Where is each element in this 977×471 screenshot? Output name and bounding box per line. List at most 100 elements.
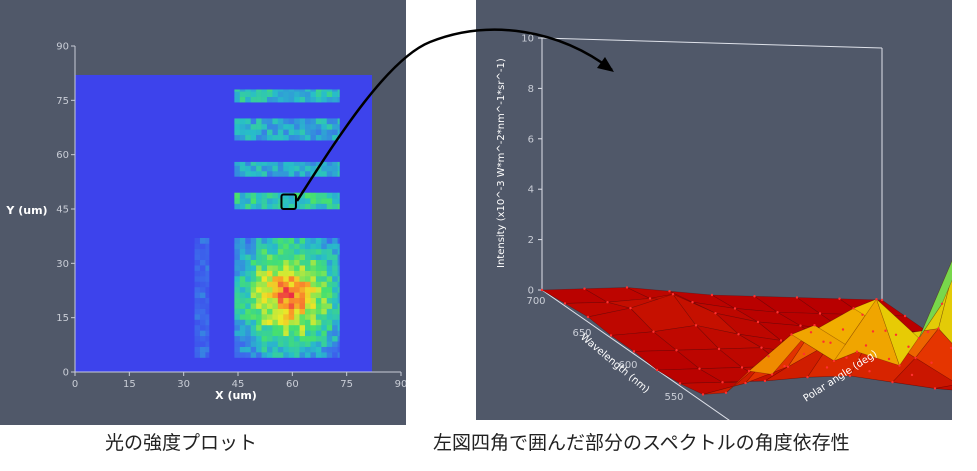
heatmap-cell — [283, 352, 290, 358]
heatmap-cell — [305, 192, 311, 199]
heatmap-cell — [277, 281, 284, 288]
heatmap-cell — [205, 254, 210, 261]
heatmap-cell — [261, 314, 268, 320]
heatmap-cell — [245, 319, 251, 326]
heatmap-cell — [337, 96, 340, 103]
heatmap-cell — [256, 324, 262, 331]
heatmap-cell — [283, 198, 290, 204]
heatmap-cell — [234, 165, 241, 172]
heatmap-cell — [266, 129, 273, 136]
data-point — [733, 307, 737, 310]
heatmap-cell — [321, 203, 328, 210]
data-point — [894, 333, 898, 336]
data-point — [724, 391, 728, 394]
heatmap-cell — [315, 118, 322, 125]
heatmap-cell — [277, 297, 284, 304]
heatmap-cell — [326, 276, 333, 282]
heatmap-cell — [326, 330, 333, 337]
x-tick-label: 30 — [177, 379, 190, 390]
data-point — [813, 324, 816, 327]
data-point — [949, 346, 952, 350]
data-point — [855, 350, 859, 353]
heatmap-cell — [199, 276, 206, 282]
heatmap-cell — [283, 91, 290, 98]
heatmap-cell — [326, 314, 333, 320]
heatmap-cell — [332, 198, 338, 204]
heatmap-cell — [288, 161, 295, 166]
surface-facet — [934, 385, 952, 391]
heatmap-cell — [205, 270, 210, 277]
heatmap-cell — [305, 96, 311, 103]
heatmap-cell — [266, 118, 273, 125]
data-point — [940, 302, 944, 305]
heatmap-cell — [245, 123, 251, 130]
heatmap-cell — [261, 352, 268, 358]
heatmap-cell — [321, 270, 328, 277]
heatmap-cell — [266, 248, 273, 255]
heatmap-cell — [294, 118, 300, 125]
heatmap-cell — [245, 170, 251, 177]
data-point — [802, 352, 806, 356]
heatmap-cell — [266, 292, 273, 299]
heatmap-cell — [266, 243, 273, 250]
heatmap-cell — [283, 165, 290, 172]
heatmap-cell — [315, 203, 322, 210]
heatmap-cell — [326, 308, 333, 315]
heatmap-cell — [337, 165, 340, 172]
heatmap-cell — [321, 243, 328, 250]
heatmap-cell — [310, 319, 317, 326]
heatmap-cell — [283, 254, 290, 261]
heatmap-cell — [256, 270, 262, 277]
x-tick-label: 90 — [395, 379, 406, 390]
heatmap-cell — [266, 170, 273, 177]
heatmap-cell — [245, 324, 251, 331]
heatmap-cell — [234, 198, 241, 204]
data-point — [668, 290, 671, 293]
heatmap-cell — [256, 161, 262, 166]
heatmap-cell — [272, 335, 279, 342]
heatmap-cell — [194, 265, 201, 271]
heatmap-cell — [332, 319, 338, 326]
heatmap-cell — [332, 248, 338, 255]
heatmap-cell — [277, 352, 284, 358]
heatmap-cell — [199, 352, 206, 358]
heatmap-cell — [299, 330, 306, 337]
surface-facet — [918, 260, 952, 339]
heatmap-cell — [234, 330, 241, 337]
heatmap-cell — [261, 134, 268, 141]
heatmap-cell — [315, 248, 322, 255]
heatmap-cell — [310, 292, 317, 299]
x-axis-label: X (um) — [215, 389, 257, 402]
heatmap-cell — [294, 352, 300, 358]
heatmap-cell — [299, 254, 306, 261]
heatmap-cell — [305, 335, 311, 342]
heatmap-cell — [277, 237, 284, 244]
heatmap-cell — [245, 265, 251, 271]
heatmap-cell — [261, 259, 268, 266]
heatmap-cell — [326, 341, 333, 347]
heatmap-cell — [337, 170, 340, 177]
heatmap-cell — [234, 203, 241, 210]
heatmap-cell — [332, 192, 338, 199]
z-axis-label: Intensity (x10^-3 W*m^-2*nm^-1*sr^-1) — [496, 58, 507, 268]
heatmap-cell — [288, 335, 295, 342]
heatmap-cell — [326, 161, 333, 166]
heatmap-cell — [305, 281, 311, 288]
z-tick-label: 4 — [528, 185, 534, 196]
heatmap-cell — [299, 308, 306, 315]
heatmap-cell — [315, 335, 322, 342]
heatmap-cell — [205, 243, 210, 250]
heatmap-cell — [288, 259, 295, 266]
heatmap-cell — [310, 314, 317, 320]
heatmap-cell — [299, 198, 306, 204]
heatmap-cell — [337, 259, 340, 266]
heatmap-cell — [326, 286, 333, 293]
heatmap-cell — [239, 330, 246, 337]
heatmap-cell — [315, 330, 322, 337]
heatmap-cell — [332, 314, 338, 320]
heatmap-cell — [234, 324, 241, 331]
heatmap-cell — [315, 243, 322, 250]
heatmap-cell — [299, 281, 306, 288]
heatmap-cell — [283, 118, 290, 125]
heatmap-cell — [321, 297, 328, 304]
